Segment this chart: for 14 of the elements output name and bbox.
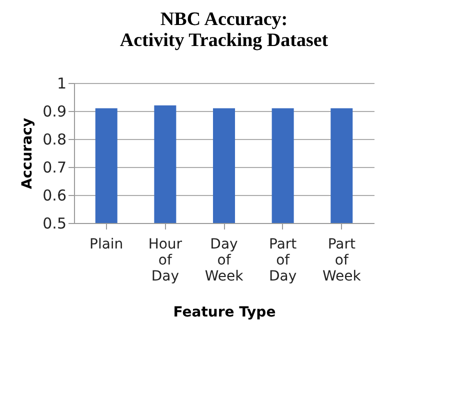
- x-tick-label: Plain: [90, 236, 124, 252]
- y-tick-label: 0.7: [42, 158, 66, 176]
- chart-title: NBC Accuracy: Activity Tracking Dataset: [120, 9, 329, 51]
- x-tick-label: Hour of Day: [148, 236, 182, 284]
- x-tick-label: Part of Week: [322, 236, 362, 284]
- x-tick-label: Day of Week: [204, 236, 244, 284]
- y-tick-label: 0.8: [42, 130, 66, 148]
- y-tick-label: 0.6: [42, 186, 66, 204]
- y-tick-label: 0.5: [42, 214, 66, 232]
- y-axis-title: Accuracy: [20, 118, 36, 190]
- y-tick-label: 0.9: [42, 102, 66, 120]
- x-tick-label: Part of Day: [268, 236, 298, 284]
- y-tick-label: 1: [56, 74, 66, 92]
- x-axis-title: Feature Type: [173, 304, 276, 320]
